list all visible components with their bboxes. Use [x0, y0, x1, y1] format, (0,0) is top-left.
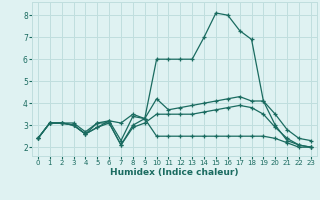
X-axis label: Humidex (Indice chaleur): Humidex (Indice chaleur) — [110, 168, 239, 177]
